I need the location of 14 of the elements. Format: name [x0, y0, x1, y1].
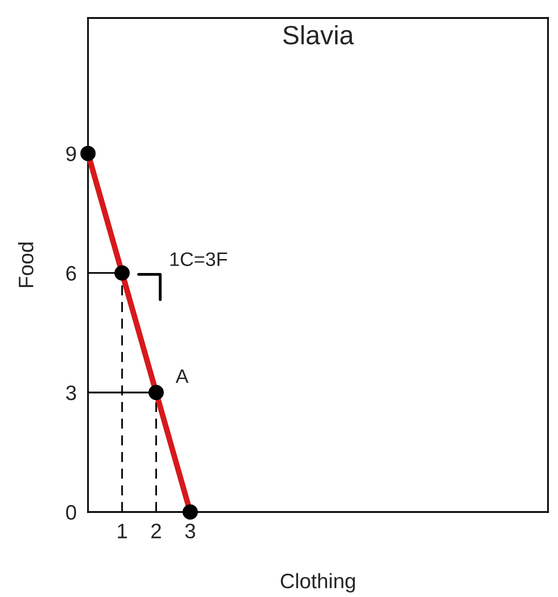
- annotation: A: [176, 370, 189, 383]
- chart-title: Slavia: [283, 25, 354, 45]
- x-tick-label: 2: [151, 524, 161, 538]
- x-tick-label: 3: [185, 524, 196, 538]
- point: [148, 384, 164, 400]
- y-tick-label: 6: [66, 266, 76, 281]
- point: [114, 265, 130, 281]
- y-tick-label: 3: [66, 385, 76, 400]
- x-axis-title: Clothing: [280, 573, 355, 593]
- y-axis-title: Food: [18, 242, 34, 288]
- x-tick-label: 1: [118, 524, 127, 538]
- y-tick-label: 9: [66, 146, 76, 162]
- annotation: 1C=3F: [170, 252, 228, 266]
- y-tick-label: 0: [66, 505, 76, 520]
